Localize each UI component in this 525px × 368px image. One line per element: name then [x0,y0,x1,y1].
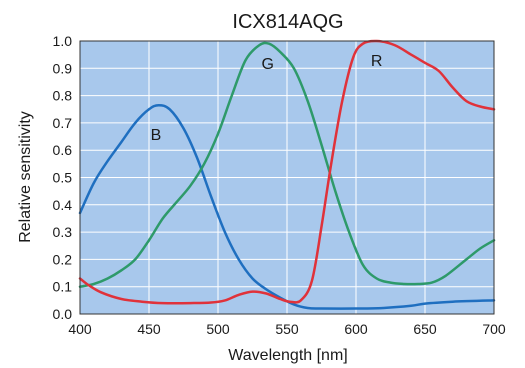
y-tick-label: 0.9 [53,60,73,76]
y-tick-label: 0.7 [53,115,73,131]
series-line-r [78,39,496,305]
y-tick-label: 0.6 [53,142,73,158]
x-tick-label: 400 [68,321,92,337]
y-tick-label: 1.0 [53,33,73,49]
series-line-g [78,41,496,288]
chart-title: ICX814AQG [232,11,343,33]
x-axis-ticks: 400 450 500 550 600 650 700 [68,321,506,337]
y-tick-label: 0.3 [53,224,73,240]
x-tick-label: 500 [206,321,230,337]
x-tick-label: 650 [413,321,437,337]
x-tick-label: 550 [275,321,299,337]
y-tick-label: 0.1 [53,279,73,295]
y-tick-label: 0.4 [53,197,73,213]
series-layer: B G R [78,39,496,310]
x-tick-label: 700 [482,321,506,337]
y-tick-label: 0.0 [53,306,73,322]
plot-frame [79,40,495,315]
series-label-r: R [371,53,383,70]
x-tick-label: 450 [137,321,161,337]
series-line-b [78,103,496,310]
x-tick-label: 600 [344,321,368,337]
series-label-g: G [261,56,273,73]
y-tick-label: 0.5 [53,170,73,186]
y-axis-title: Relative sensitivity [17,111,34,243]
y-axis-ticks: 0.0 0.1 0.2 0.3 0.4 0.5 0.6 0.7 0.8 0.9 1.0 [53,33,73,322]
y-tick-label: 0.8 [53,88,73,104]
y-tick-label: 0.2 [53,251,73,267]
series-label-b: B [151,127,162,144]
x-axis-title: Wavelength [nm] [228,347,347,364]
